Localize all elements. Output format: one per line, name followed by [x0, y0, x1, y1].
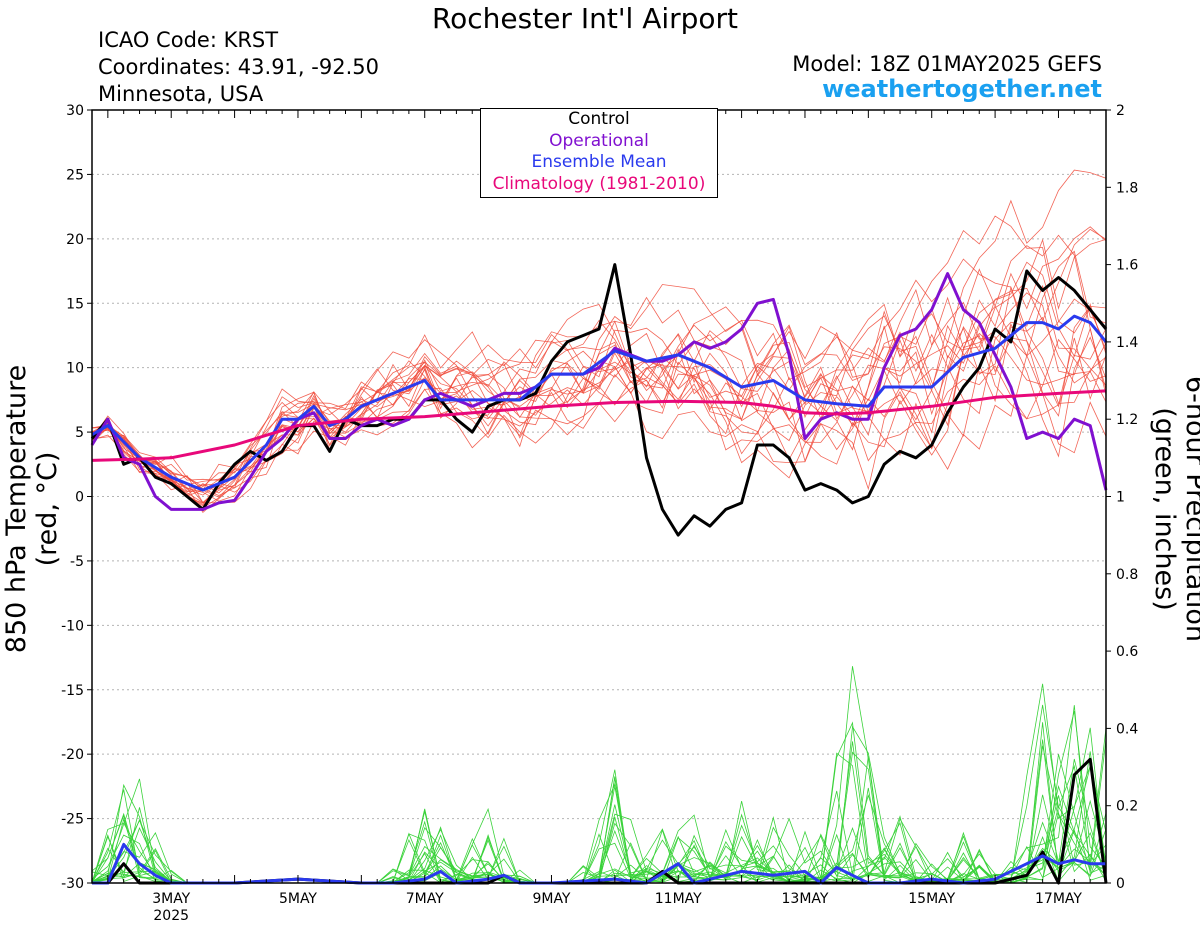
- y-right-tick-label: 1: [1116, 490, 1125, 506]
- y-left-tick-label: 25: [66, 167, 84, 183]
- y-left-tick-label: -30: [61, 876, 84, 892]
- y-left-tick-label: -15: [61, 683, 84, 699]
- y-right-tick-label: 0: [1116, 876, 1125, 892]
- y-axis-left-label: 850 hPa Temperature (red, °C): [1, 364, 63, 654]
- x-tick-label: 7MAY: [406, 891, 444, 907]
- temperature-series-line: [91, 389, 1107, 462]
- x-tick-label: 15MAY: [908, 891, 955, 907]
- precip-member-line: [91, 683, 1107, 884]
- precip-member-line: [91, 705, 1107, 884]
- x-tick-label: 13MAY: [782, 891, 829, 907]
- temperature-member-lines: [91, 169, 1107, 514]
- y-right-tick-label: 1.2: [1116, 412, 1138, 428]
- precip-member-line: [91, 725, 1107, 884]
- temperature-member-line: [91, 238, 1107, 504]
- main-series-lines: [90, 263, 1108, 885]
- y-left-tick-label: 10: [66, 361, 84, 377]
- grid-lines: [92, 173, 1106, 820]
- x-tick-label: 17MAY: [1035, 891, 1082, 907]
- x-tick-label: 9MAY: [532, 891, 570, 907]
- temperature-member-line: [91, 215, 1107, 504]
- temperature-series-line: [90, 272, 1108, 511]
- y-right-tick-label: 1.4: [1116, 335, 1138, 351]
- precip-member-line: [91, 666, 1107, 884]
- precip-member-line: [91, 776, 1107, 884]
- temperature-member-line: [91, 261, 1107, 496]
- precip-member-line: [91, 722, 1107, 884]
- y-left-tick-label: 20: [66, 232, 84, 248]
- temperature-member-line: [91, 303, 1107, 493]
- legend-ensemble-mean: Ensemble Mean: [531, 152, 667, 172]
- y-right-tick-label: 0.4: [1116, 721, 1138, 737]
- axis-ticks: 302520151050-5-10-15-20-25-3021.81.61.41…: [61, 103, 1138, 924]
- x-tick-label: 5MAY: [279, 891, 317, 907]
- temperature-member-line: [91, 292, 1107, 490]
- temperature-member-line: [91, 268, 1107, 507]
- temperature-member-line: [91, 169, 1107, 496]
- y-right-tick-label: 2: [1116, 103, 1125, 119]
- location-state: Minnesota, USA: [98, 82, 264, 106]
- x-tick-label: 3MAY: [152, 891, 190, 907]
- precip-member-line: [91, 727, 1107, 884]
- y-right-tick-label: 0.6: [1116, 644, 1138, 660]
- y-left-tick-label: 15: [66, 296, 84, 312]
- temperature-series-line: [91, 314, 1108, 492]
- y-left-tick-label: 30: [66, 103, 84, 119]
- precip-member-line: [91, 721, 1107, 884]
- coordinates: Coordinates: 43.91, -92.50: [98, 55, 379, 79]
- precip-member-lines: [91, 666, 1107, 884]
- legend-operational: Operational: [549, 130, 649, 151]
- y-axis-right-label: 6-hour Precipitation (green, inches): [1149, 375, 1200, 643]
- temperature-member-line: [91, 331, 1107, 491]
- legend: Control Operational Ensemble Mean Climat…: [480, 108, 718, 198]
- temperature-member-line: [91, 332, 1107, 496]
- site-link[interactable]: weathertogether.net: [822, 75, 1102, 103]
- temperature-member-line: [91, 288, 1107, 509]
- y-right-tick-label: 1.6: [1116, 258, 1138, 274]
- y-left-tick-label: -5: [70, 554, 84, 570]
- y-right-tick-label: 0.8: [1116, 567, 1138, 583]
- y-right-tick-label: 1.8: [1116, 180, 1138, 196]
- y-left-tick-label: 5: [75, 425, 84, 441]
- y-left-tick-label: 0: [75, 490, 84, 506]
- chart-title: Rochester Int'l Airport: [431, 2, 739, 35]
- y-left-tick-label: -10: [61, 618, 84, 634]
- precip-member-line: [91, 710, 1107, 884]
- x-tick-label: 11MAY: [655, 891, 702, 907]
- icao-code: ICAO Code: KRST: [98, 28, 279, 52]
- y-left-tick-label: -25: [61, 812, 84, 828]
- legend-climatology: Climatology (1981-2010): [492, 173, 706, 194]
- y-right-tick-label: 0.2: [1116, 799, 1138, 815]
- x-tick-sublabel: 2025: [153, 908, 189, 924]
- legend-control: Control: [568, 109, 630, 129]
- precip-member-line: [91, 704, 1107, 884]
- model-run: Model: 18Z 01MAY2025 GEFS: [792, 52, 1102, 76]
- y-left-tick-label: -20: [61, 747, 84, 763]
